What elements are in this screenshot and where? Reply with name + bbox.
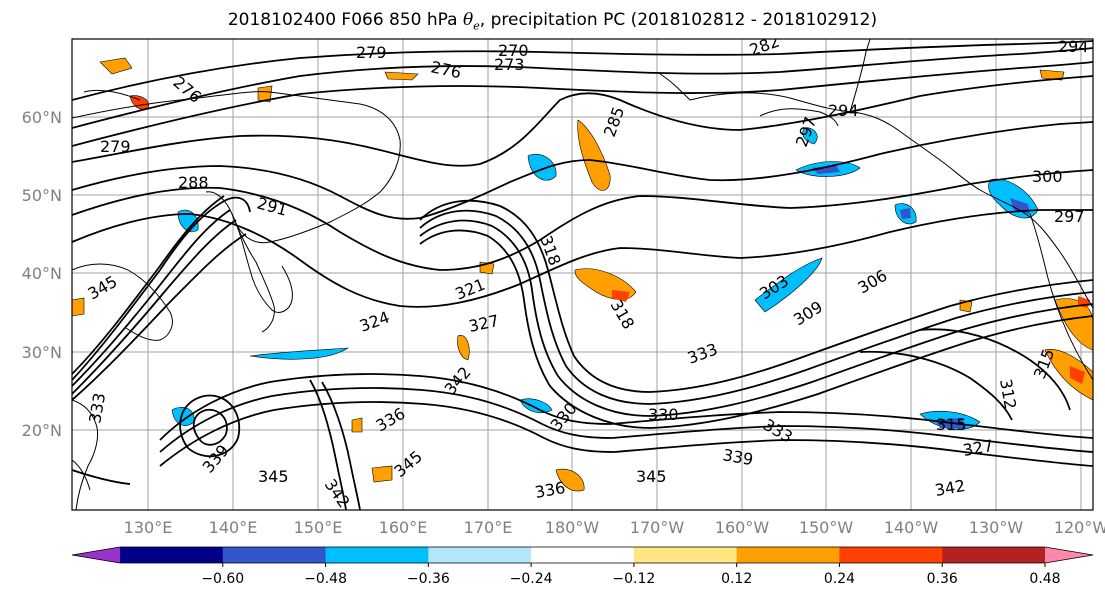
contour-label: 297 [1054, 207, 1085, 226]
precipitation-shading [72, 57, 1093, 492]
colorbar-tick-label: 0.36 [927, 571, 958, 587]
colorbar-extend-min [72, 547, 120, 563]
colorbar-tick-label: −0.48 [304, 571, 347, 587]
map-frame [71, 38, 1094, 511]
contour-label: 315 [936, 415, 967, 434]
lat-label: 20°N [22, 421, 62, 440]
lat-label: 60°N [22, 108, 62, 127]
contour-label: 279 [356, 43, 387, 62]
contour-label: 330 [648, 405, 679, 424]
longitude-labels: 130°E 140°E 150°E 160°E 170°E 180°W 170°… [124, 518, 1105, 537]
colorbar-segment [325, 547, 429, 563]
colorbar-tick-label: −0.36 [407, 571, 450, 587]
contour-label: 288 [178, 173, 209, 192]
theta-e-contours [72, 40, 1093, 510]
lon-label: 180°W [545, 518, 600, 537]
contour-label: 345 [636, 467, 667, 486]
map-title: 2018102400 F066 850 hPa θe, precipitatio… [227, 10, 878, 33]
colorbar-tick-label: 0.12 [721, 571, 752, 587]
contour-label: 279 [100, 137, 131, 156]
contour-label: 300 [1032, 167, 1063, 186]
lon-label: 160°W [715, 518, 770, 537]
colorbar-segment [531, 547, 635, 563]
colorbar-outline [71, 546, 1094, 564]
colorbar-extend-max [1045, 547, 1093, 563]
lat-label: 40°N [22, 264, 62, 283]
lon-label: 160°E [379, 518, 428, 537]
colorbar-tick-label: −0.24 [510, 571, 553, 587]
colorbar-segment [428, 547, 532, 563]
colorbar-tick-label: −0.60 [201, 571, 244, 587]
latitude-labels: 60°N 50°N 40°N 30°N 20°N [22, 108, 62, 440]
lon-label: 170°E [464, 518, 513, 537]
contour-label: 270 [498, 41, 529, 60]
lon-label: 120°W [1054, 518, 1105, 537]
lat-label: 30°N [22, 343, 62, 362]
colorbar-segment [942, 547, 1046, 563]
contour-label: 273 [494, 55, 525, 74]
colorbar: −0.60 −0.48 −0.36 −0.24 −0.12 0.12 0.24 0.36 0.4… [71, 546, 1094, 587]
colorbar-segment [633, 547, 738, 563]
colorbar-tick-label: −0.12 [612, 571, 655, 587]
colorbar-segment [120, 547, 224, 563]
colorbar-tick-label: 0.24 [824, 571, 855, 587]
lat-label: 50°N [22, 186, 62, 205]
lon-label: 150°W [799, 518, 854, 537]
lon-label: 140°E [209, 518, 258, 537]
contour-label: 294 [828, 101, 859, 120]
coastlines [72, 39, 1093, 510]
lon-label: 130°E [124, 518, 173, 537]
colorbar-tick-label: 0.48 [1029, 571, 1060, 587]
colorbar-segment [839, 547, 943, 563]
lon-label: 170°W [630, 518, 685, 537]
lon-label: 150°E [294, 518, 343, 537]
colorbar-segment [736, 547, 840, 563]
contour-label: 345 [258, 467, 289, 486]
lon-label: 130°W [969, 518, 1024, 537]
contour-label: 294 [1058, 37, 1089, 56]
lon-label: 140°W [884, 518, 939, 537]
colorbar-segment [222, 547, 327, 563]
